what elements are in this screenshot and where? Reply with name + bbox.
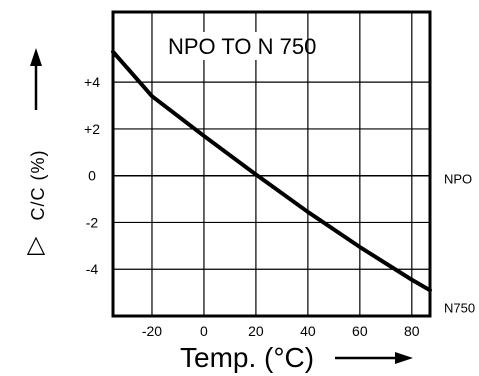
series-lines [111, 49, 432, 293]
x-axis-title: Temp. (°C) [180, 342, 314, 373]
y-axis-title: C/C (%) [28, 150, 48, 221]
x-tick-label: 40 [300, 323, 316, 339]
y-tick-label: +2 [84, 121, 100, 137]
chart-title: NPO TO N 750 [168, 34, 316, 59]
x-tick-label: -20 [142, 323, 162, 339]
y-tick-labels: +4 +2 0 -2 -4 [84, 74, 100, 277]
x-tick-labels: -20 0 20 40 60 80 [142, 323, 420, 339]
y-tick-label: -4 [86, 261, 99, 277]
y-axis-arrow-icon [30, 48, 42, 110]
y-axis-label: △ C/C (%) [27, 48, 48, 258]
x-tick-label: 60 [352, 323, 368, 339]
series-label-npo: NPO [444, 172, 472, 187]
x-axis-label: Temp. (°C) [180, 342, 413, 373]
y-tick-label: +4 [84, 74, 100, 90]
title-backdrop [163, 32, 307, 60]
x-tick-label: 80 [404, 323, 420, 339]
series-line-n750 [111, 49, 432, 293]
x-tick-label: 20 [248, 323, 264, 339]
plot-frame [111, 10, 432, 318]
x-tick-label: 0 [200, 323, 208, 339]
y-tick-label: 0 [88, 168, 96, 184]
series-labels: NPO N750 [444, 172, 475, 316]
x-axis-arrow-icon [335, 352, 413, 364]
series-label-n750: N750 [444, 300, 475, 315]
y-tick-label: -2 [86, 214, 99, 230]
y-axis-delta-symbol: △ [27, 231, 46, 258]
